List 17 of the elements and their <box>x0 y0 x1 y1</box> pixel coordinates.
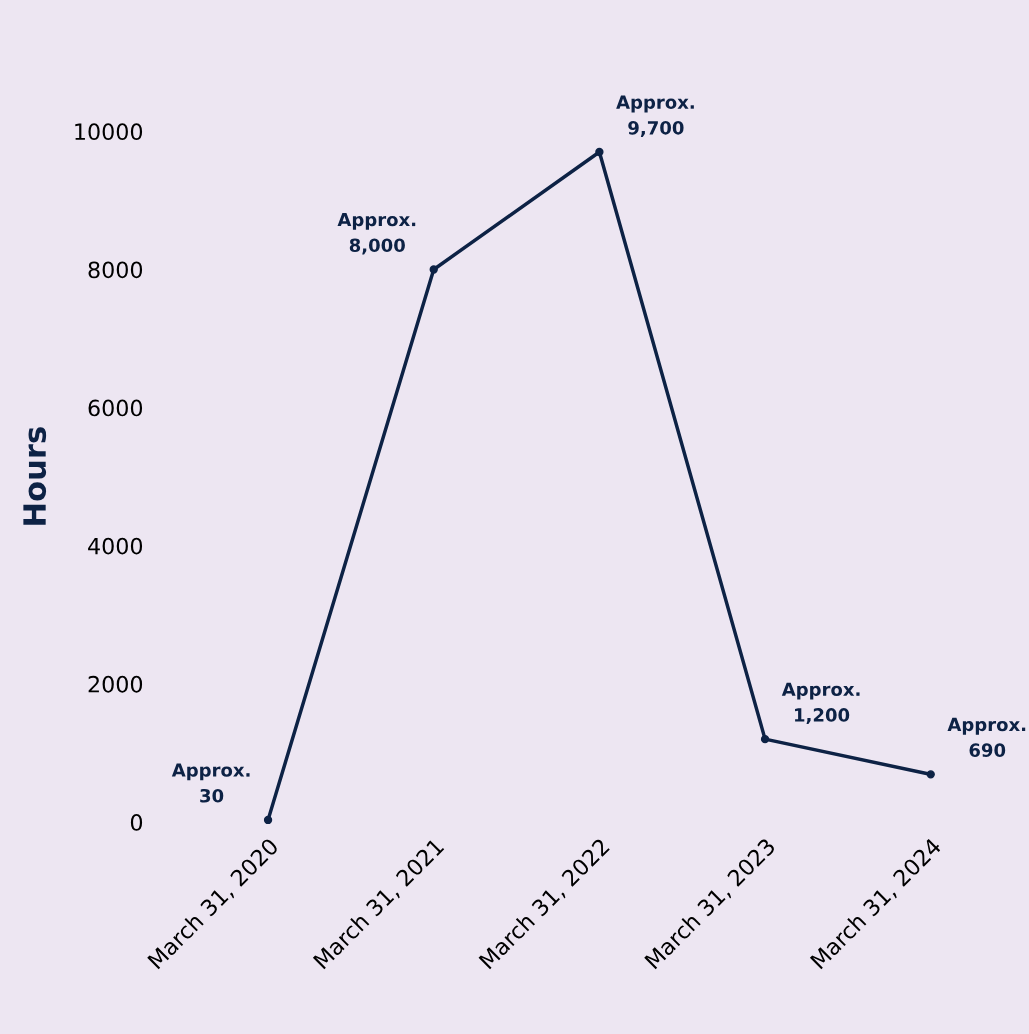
y-tick-label: 8000 <box>88 261 143 279</box>
y-tick-label: 6000 <box>88 399 143 417</box>
data-label: Approx. 1,200 <box>781 682 860 725</box>
point <box>263 815 273 825</box>
y-tick-label: 10000 <box>75 123 143 141</box>
point <box>760 734 770 744</box>
point <box>595 147 604 157</box>
y-tick-label: 0 <box>130 813 143 831</box>
y-tick-label: 4000 <box>88 537 143 555</box>
data-label: Approx. 8,000 <box>337 212 416 255</box>
y-tick-label: 2000 <box>88 675 143 693</box>
point <box>429 265 438 274</box>
y-axis-title: Hours <box>23 427 47 525</box>
data-label: Approx. 9,700 <box>616 95 694 137</box>
point <box>926 770 935 779</box>
data-label: Approx. 690 <box>947 717 1026 757</box>
data-label: Approx. 30 <box>171 763 250 803</box>
